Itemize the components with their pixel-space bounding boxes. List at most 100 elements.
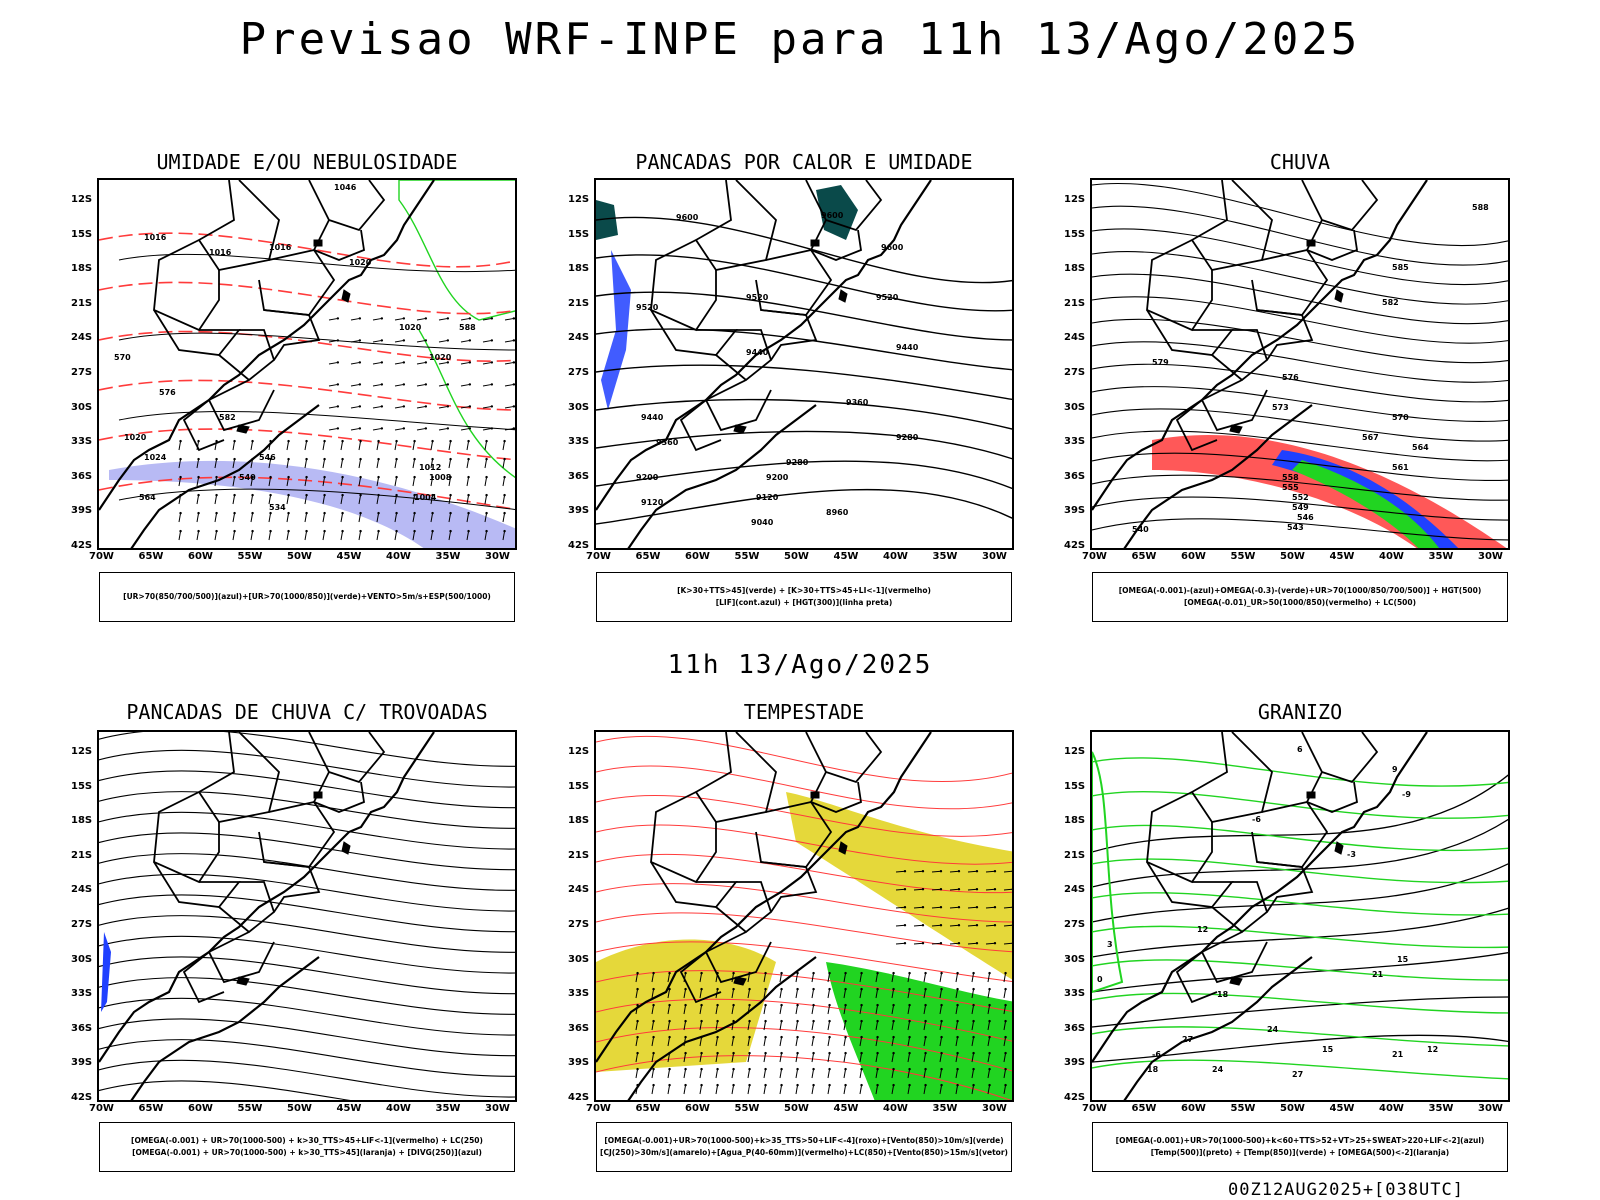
legend-line: [OMEGA(-0.001)+UR>70(1000-500)+k>35_TTS>… — [604, 1136, 1004, 1145]
lat-tick-label: 15S — [1064, 228, 1086, 240]
contour-label: 1004 — [414, 493, 437, 502]
lat-tick-label: 36S — [1064, 1022, 1086, 1034]
contour-label: 9280 — [896, 433, 919, 442]
contour-label: 585 — [1392, 263, 1409, 272]
panel-legend: [OMEGA(-0.001) + UR>70(1000-500) + k>30_… — [99, 1122, 515, 1172]
contour-label: -6 — [1152, 1050, 1161, 1059]
lat-tick-label: 24S — [71, 884, 93, 896]
contour-label: 570 — [1392, 413, 1409, 422]
contour-label: 546 — [1297, 513, 1314, 522]
lat-tick-label: 33S — [1064, 988, 1086, 1000]
panel-title: PANCADAS POR CALOR E UMIDADE — [635, 150, 973, 174]
lon-tick-label: 40W — [883, 551, 908, 562]
contour-label: 9440 — [641, 413, 664, 422]
lat-tick-label: 33S — [71, 436, 93, 448]
humidity-band — [109, 460, 515, 548]
lat-tick-label: 36S — [568, 470, 590, 482]
lat-tick-label: 15S — [71, 228, 93, 240]
map-panel-2: 9600 9600 9600 9520 9520 9520 9440 9440 9440 9360… — [594, 178, 1014, 550]
lat-tick-label: 15S — [71, 780, 93, 792]
legend-line: [LIF](cont.azul) + [HGT(300)](linha pret… — [715, 598, 893, 607]
lat-tick-label: 36S — [71, 1022, 93, 1034]
lat-tick-label: 42S — [1064, 540, 1086, 551]
lat-tick-label: 30S — [1064, 401, 1086, 413]
lat-tick-label: 39S — [71, 505, 93, 517]
lon-tick-label: 60W — [1181, 551, 1206, 562]
contour-label: 9600 — [676, 213, 699, 222]
lon-tick-label: 70W — [1082, 551, 1107, 562]
lon-tick-label: 65W — [635, 551, 661, 562]
contour-label: 558 — [1282, 473, 1299, 482]
lon-tick-label: 40W — [386, 1103, 411, 1114]
contour-label: 576 — [1282, 373, 1299, 382]
contour-label: 582 — [1382, 298, 1399, 307]
lat-tick-label: 24S — [568, 884, 590, 896]
lon-tick-label: 45W — [833, 551, 859, 562]
lon-tick-label: 55W — [734, 1103, 760, 1114]
lat-tick-label: 27S — [71, 919, 93, 930]
contour-label: 534 — [269, 503, 286, 512]
lon-tick-label: 50W — [784, 1103, 809, 1114]
lat-tick-label: 12S — [1064, 194, 1086, 205]
contour-label: 588 — [459, 323, 476, 332]
lat-tick-label: 42S — [71, 540, 93, 551]
lon-tick-label: 60W — [685, 1103, 710, 1114]
divergence-area — [101, 932, 111, 1012]
contour-label: 540 — [1132, 525, 1149, 534]
contour-label: 1016 — [269, 243, 292, 252]
lat-tick-label: 21S — [568, 849, 590, 861]
lon-tick-label: 35W — [932, 551, 958, 562]
contour-label: 540 — [239, 473, 256, 482]
contour-label: 27 — [1292, 1070, 1303, 1079]
lat-tick-label: 33S — [568, 436, 590, 448]
contour-label: 1016 — [144, 233, 167, 242]
mid-time-label: 11h 13/Ago/2025 — [667, 650, 933, 680]
panel-title: CHUVA — [1269, 150, 1331, 174]
contour-label: 552 — [1292, 493, 1309, 502]
lon-tick-label: 70W — [89, 1103, 114, 1114]
lat-tick-label: 24S — [1064, 332, 1086, 344]
map-panel-4 — [97, 730, 517, 1102]
lon-tick-label: 50W — [1280, 551, 1305, 562]
lon-tick-label: 45W — [336, 1103, 362, 1114]
lat-tick-label: 36S — [71, 470, 93, 482]
lon-tick-label: 55W — [1230, 1103, 1256, 1114]
lat-tick-label: 30S — [568, 401, 590, 413]
lat-tick-label: 15S — [568, 228, 590, 240]
lat-tick-label: 27S — [71, 367, 93, 378]
contour-label: 9520 — [746, 293, 769, 302]
lat-tick-label: 30S — [71, 953, 93, 965]
contour-label: 1024 — [144, 453, 167, 462]
lat-tick-label: 42S — [71, 1092, 93, 1103]
contour-label: 9360 — [846, 398, 869, 407]
lat-tick-label: 24S — [71, 332, 93, 344]
contour-label: -6 — [1252, 815, 1261, 824]
contour-label: 1012 — [419, 463, 441, 472]
contour-label: 573 — [1272, 403, 1289, 412]
lat-tick-label: 39S — [71, 1057, 93, 1069]
run-timestamp: 00Z12AUG2025+[038UTC] — [1228, 1180, 1464, 1200]
lat-tick-label: 18S — [1064, 263, 1086, 275]
lat-tick-label: 39S — [1064, 505, 1086, 517]
lon-tick-label: 45W — [1329, 1103, 1355, 1114]
contour-label: 9 — [1392, 765, 1398, 774]
lat-tick-label: 21S — [1064, 849, 1086, 861]
lat-tick-label: 27S — [568, 367, 590, 378]
contour-label: 546 — [259, 453, 276, 462]
contour-label: 1020 — [124, 433, 147, 442]
main-title: Previsao WRF-INPE para 11h 13/Ago/2025 — [239, 14, 1361, 65]
panel-legend: [OMEGA(-0.001)+UR>70(1000-500)+k<60+TTS>… — [1092, 1122, 1508, 1172]
lon-tick-label: 40W — [386, 551, 411, 562]
contour-label: 582 — [219, 413, 236, 422]
lon-tick-label: 35W — [1428, 1103, 1454, 1114]
lon-tick-label: 40W — [1379, 1103, 1404, 1114]
lon-tick-label: 65W — [138, 1103, 164, 1114]
contour-label: -9 — [1402, 790, 1411, 799]
contour-label: 1020 — [429, 353, 452, 362]
lat-tick-label: 15S — [568, 780, 590, 792]
lon-tick-label: 30W — [485, 551, 510, 562]
rain-area — [1292, 460, 1439, 548]
lon-tick-label: 70W — [89, 551, 114, 562]
panel-title: GRANIZO — [1257, 700, 1343, 724]
convection-area — [596, 200, 618, 240]
